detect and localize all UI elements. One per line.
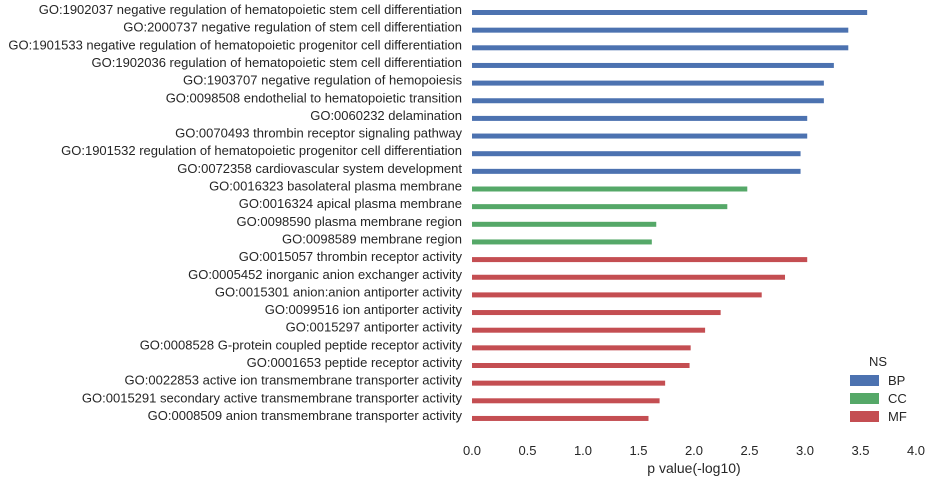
bar-mf bbox=[472, 292, 762, 298]
category-label: GO:0015301 anion:anion antiporter activi… bbox=[215, 284, 463, 299]
category-label: GO:0015057 thrombin receptor activity bbox=[239, 249, 463, 264]
bar-cc bbox=[472, 186, 748, 192]
bar-mf bbox=[472, 310, 721, 316]
bars-layer bbox=[472, 10, 868, 421]
category-label: GO:1901533 negative regulation of hemato… bbox=[8, 37, 462, 52]
bar-mf bbox=[472, 345, 691, 351]
bar-mf bbox=[472, 274, 786, 280]
x-tick-label: 3.5 bbox=[851, 443, 869, 458]
bar-cc bbox=[472, 221, 657, 227]
bar-bp bbox=[472, 10, 868, 15]
x-tick-label: 2.0 bbox=[685, 443, 703, 458]
bar-mf bbox=[472, 415, 649, 421]
category-label: GO:0072358 cardiovascular system develop… bbox=[177, 161, 462, 176]
bar-bp bbox=[472, 62, 834, 68]
category-label: GO:0098589 membrane region bbox=[282, 231, 462, 246]
category-label: GO:1903707 negative regulation of hemopo… bbox=[183, 73, 462, 88]
category-label: GO:0001653 peptide receptor activity bbox=[247, 355, 463, 370]
legend-label-cc: CC bbox=[888, 391, 907, 406]
category-labels: GO:1902037 negative regulation of hemato… bbox=[8, 2, 462, 423]
bar-bp bbox=[472, 27, 849, 33]
category-label: GO:2000737 negative regulation of stem c… bbox=[123, 20, 462, 35]
bar-mf bbox=[472, 398, 660, 404]
bar-mf bbox=[472, 380, 666, 386]
category-label: GO:0016323 basolateral plasma membrane bbox=[209, 179, 462, 194]
legend-title: NS bbox=[869, 354, 887, 369]
bar-bp bbox=[472, 80, 824, 86]
category-label: GO:0098508 endothelial to hematopoietic … bbox=[166, 90, 462, 105]
bar-bp bbox=[472, 168, 801, 174]
legend: NS BP CC MF bbox=[850, 354, 907, 424]
category-label: GO:0022853 active ion transmembrane tran… bbox=[125, 373, 463, 388]
category-label: GO:0098590 plasma membrane region bbox=[237, 214, 462, 229]
x-axis-label: p value(-log10) bbox=[647, 460, 740, 476]
x-tick-label: 1.0 bbox=[574, 443, 592, 458]
x-axis: 0.0 0.5 1.0 1.5 2.0 2.5 3.0 3.5 4.0 bbox=[463, 443, 925, 458]
x-tick-label: 0.5 bbox=[518, 443, 536, 458]
x-tick-label: 4.0 bbox=[907, 443, 925, 458]
category-label: GO:0015291 secondary active transmembran… bbox=[82, 390, 463, 405]
legend-label-mf: MF bbox=[888, 409, 907, 424]
bar-bp bbox=[472, 98, 824, 104]
x-tick-label: 2.5 bbox=[740, 443, 758, 458]
bar-mf bbox=[472, 327, 706, 333]
category-label: GO:1901532 regulation of hematopoietic p… bbox=[61, 143, 462, 158]
x-tick-label: 0.0 bbox=[463, 443, 481, 458]
bar-mf bbox=[472, 363, 690, 368]
bar-mf bbox=[472, 257, 808, 263]
legend-label-bp: BP bbox=[888, 373, 905, 388]
category-label: GO:0015297 antiporter activity bbox=[286, 320, 463, 335]
bar-bp bbox=[472, 45, 849, 51]
legend-swatch-mf bbox=[850, 411, 879, 422]
category-label: GO:1902036 regulation of hematopoietic s… bbox=[92, 55, 463, 70]
bar-cc bbox=[472, 204, 728, 210]
x-tick-label: 1.5 bbox=[629, 443, 647, 458]
bar-bp bbox=[472, 115, 808, 121]
category-label: GO:0008528 G-protein coupled peptide rec… bbox=[140, 337, 463, 352]
category-label: GO:0099516 ion antiporter activity bbox=[265, 302, 463, 317]
bar-cc bbox=[472, 239, 652, 245]
bar-bp bbox=[472, 133, 808, 139]
legend-entries: BP CC MF bbox=[850, 373, 907, 424]
category-label: GO:0060232 delamination bbox=[310, 108, 462, 123]
legend-swatch-cc bbox=[850, 393, 879, 404]
legend-swatch-bp bbox=[850, 375, 879, 386]
x-tick-label: 3.0 bbox=[796, 443, 814, 458]
category-label: GO:0005452 inorganic anion exchanger act… bbox=[188, 267, 462, 282]
category-label: GO:0008509 anion transmembrane transport… bbox=[148, 408, 463, 423]
bar-bp bbox=[472, 151, 801, 157]
category-label: GO:0070493 thrombin receptor signaling p… bbox=[175, 126, 462, 141]
category-label: GO:0016324 apical plasma membrane bbox=[239, 196, 462, 211]
category-label: GO:1902037 negative regulation of hemato… bbox=[39, 2, 462, 17]
